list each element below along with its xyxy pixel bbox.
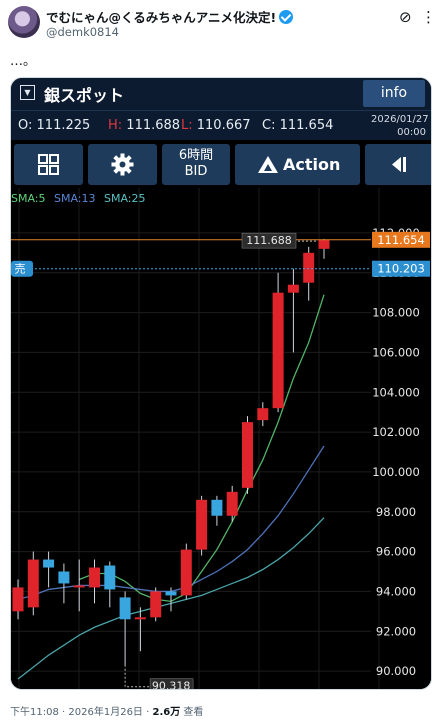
action-button[interactable]: Action [235, 144, 360, 185]
quote-time: 00:00 [397, 127, 426, 138]
high-value: 111.688 [126, 118, 181, 133]
low-marker-box [149, 678, 194, 689]
legend-item: SMA:5 [11, 192, 46, 205]
high-marker-label: 111.688 [246, 234, 292, 247]
legend-item: SMA:25 [104, 192, 146, 205]
view-count: 2.6万 [152, 707, 181, 718]
close-value: 111.654 [279, 118, 334, 133]
symbol-dropdown-icon[interactable]: ▼ [20, 85, 35, 100]
app-titlebar: ▼ 銀スポット info [11, 78, 431, 110]
timeframe-price-type: BID [184, 164, 208, 179]
chart-toolbar: 6時間 BID Action [11, 140, 431, 188]
collapse-left-icon [392, 157, 406, 172]
open-label: O: [18, 118, 33, 133]
y-tick-label: 102.000 [372, 425, 420, 439]
candle-body [211, 499, 223, 516]
y-tick-label: 104.000 [372, 385, 420, 399]
settings-button[interactable] [88, 144, 157, 185]
separator: · [62, 707, 66, 718]
legend-item: SMA:13 [54, 192, 96, 205]
candle-body [104, 565, 116, 590]
bid-price-tag [372, 260, 430, 277]
open-quote: O: 111.225 [18, 118, 90, 133]
candle-body [257, 408, 269, 421]
y-tick-label: 92.000 [376, 624, 416, 638]
ohlc-bar: O: 111.225 H: 111.688 L: 110.667 C: 111.… [11, 110, 431, 141]
candle-body [134, 617, 146, 620]
current-price-tag [372, 231, 430, 248]
candle-body [27, 559, 39, 608]
y-tick-label: 108.000 [372, 306, 420, 320]
collapse-panel-button[interactable] [365, 144, 431, 185]
low-marker-label: 90.318 [152, 680, 191, 690]
candle-body [43, 559, 55, 568]
y-tick-label: 100.000 [372, 465, 420, 479]
symbol-title[interactable]: 銀スポット [44, 86, 125, 105]
sell-badge [11, 260, 33, 277]
tweet-time[interactable]: 下午11:08 [10, 707, 59, 718]
y-tick-label: 96.000 [376, 545, 416, 559]
candle-body [318, 239, 330, 249]
candle-body [12, 587, 24, 612]
gear-icon [111, 153, 134, 176]
candlestick-chart[interactable]: 90.000 92.000 94.000 96.000 98.000 100.000 102… [11, 188, 431, 690]
view-count-label: 查看 [183, 707, 204, 718]
sell-badge-label: 売 [15, 263, 26, 276]
action-logo-icon [257, 155, 279, 178]
low-value: 110.667 [196, 118, 251, 133]
quote-datetime: 2026/01/27 00:00 [371, 113, 429, 139]
low-quote: L: 110.667 [181, 118, 251, 133]
tweet-date[interactable]: 2026年1月26日 [68, 707, 143, 718]
candle-body [58, 571, 70, 584]
bid-price-label: 110.203 [377, 262, 425, 276]
high-label: H: [108, 118, 123, 133]
candle-body [196, 499, 208, 550]
low-marker-leader [124, 664, 150, 688]
candle-body [180, 549, 192, 596]
verified-badge-icon [279, 10, 294, 24]
author-name[interactable]: でむにゃん@くるみちゃんアニメ化決定! [46, 7, 294, 26]
candle-body [73, 585, 85, 588]
author-name-text: でむにゃん@くるみちゃんアニメ化決定! [46, 10, 277, 25]
grid-icon [38, 154, 59, 175]
candle-body [272, 292, 284, 409]
tweet-text: …。 [10, 54, 37, 69]
author-handle[interactable]: @demk0814 [46, 25, 120, 39]
high-quote: H: 111.688 [108, 118, 180, 133]
grok-icon[interactable]: ⊘ [399, 8, 412, 26]
candle-body [150, 591, 162, 618]
candle-body [303, 252, 315, 283]
candle-body [119, 597, 131, 620]
candle-body [89, 567, 100, 588]
close-quote: C: 111.654 [262, 118, 333, 133]
candle-body [165, 591, 177, 596]
close-label: C: [262, 118, 276, 133]
y-tick-label: 94.000 [376, 584, 416, 598]
high-marker-box [241, 232, 297, 249]
timeframe-period: 6時間 [178, 148, 214, 163]
candle-body [226, 491, 238, 516]
candle-body [287, 284, 299, 293]
low-label: L: [181, 118, 193, 133]
candle-body [242, 422, 253, 488]
quote-date: 2026/01/27 [371, 114, 429, 125]
tweet-meta: 下午11:08 · 2026年1月26日 · 2.6万 查看 [10, 703, 203, 718]
open-value: 111.225 [36, 118, 91, 133]
timeframe-button[interactable]: 6時間 BID [162, 144, 230, 185]
attached-image[interactable]: ▼ 銀スポット info O: 111.225 H: 111.688 L: 11… [10, 77, 432, 690]
avatar[interactable] [8, 6, 40, 38]
more-options-icon[interactable]: ⋮ [421, 8, 436, 26]
chart-canvas: 90.000 92.000 94.000 96.000 98.000 100.000 102… [11, 188, 430, 690]
separator: · [146, 707, 150, 718]
current-price-label: 111.654 [377, 233, 425, 247]
y-tick-label: 90.000 [376, 664, 416, 678]
info-button[interactable]: info [363, 80, 425, 107]
action-label: Action [283, 155, 341, 174]
layout-grid-button[interactable] [14, 144, 83, 185]
y-tick-label: 106.000 [372, 345, 420, 359]
y-tick-label: 98.000 [376, 505, 416, 519]
